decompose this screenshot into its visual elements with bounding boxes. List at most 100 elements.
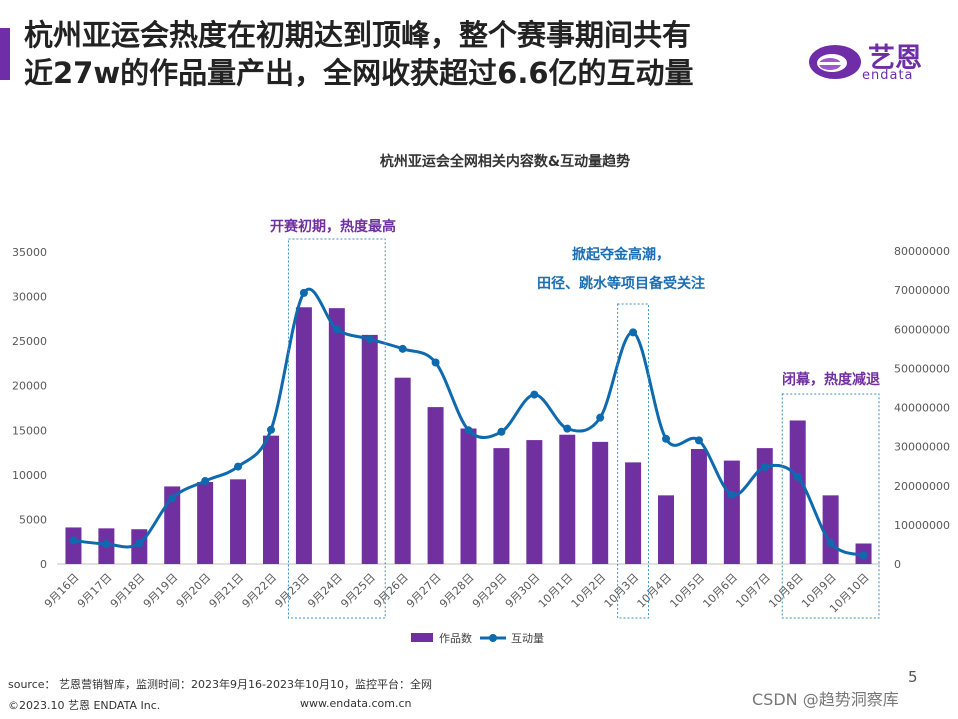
interaction-point-11 [398, 344, 407, 353]
bar-works-6 [230, 479, 247, 564]
interaction-point-17 [596, 413, 605, 422]
legend-label-works: 作品数 [439, 632, 472, 645]
interaction-point-25 [859, 551, 868, 560]
headline-line-1: 杭州亚运会热度在初期达到顶峰，整个赛事期间共有 [24, 18, 692, 52]
x-tick-label: 9月22日 [240, 571, 280, 611]
highlight-box-closing [781, 393, 880, 619]
bar-works-18 [625, 462, 642, 564]
interaction-point-12 [431, 358, 440, 367]
x-tick-label: 9月28日 [437, 571, 477, 611]
y-left-tick-label: 5000 [19, 513, 47, 526]
chart-title: 杭州亚运会全网相关内容数&互动量趋势 [380, 153, 630, 170]
x-tick-label: 9月26日 [371, 571, 411, 611]
x-tick-label: 9月24日 [305, 571, 345, 611]
bar-works-8 [295, 307, 312, 564]
annotation-label: 田径、跳水等项目备受关注 [537, 275, 705, 292]
interaction-point-16 [563, 424, 572, 433]
interaction-point-6 [234, 462, 243, 471]
interaction-point-10 [365, 335, 374, 344]
bar-works-11 [394, 377, 411, 564]
interaction-point-23 [793, 472, 802, 481]
y-right-tick-label: 70000000 [894, 284, 950, 297]
bar-works-10 [361, 334, 378, 564]
y-right-tick-label: 80000000 [894, 245, 950, 258]
x-tick-label: 10月6日 [700, 571, 740, 611]
bar-works-12 [427, 407, 444, 564]
bar-works-22 [756, 448, 773, 564]
legend-swatch-works [411, 633, 433, 642]
x-tick-label: 9月17日 [75, 571, 115, 611]
highlight-box-gold-rush [617, 303, 650, 619]
y-right-tick-label: 60000000 [894, 323, 950, 336]
interaction-point-9 [332, 325, 341, 334]
y-left-tick-label: 35000 [12, 246, 47, 259]
interaction-point-20 [694, 436, 703, 445]
x-tick-label: 9月19日 [141, 571, 181, 611]
y-right-tick-label: 20000000 [894, 480, 950, 493]
annotation-label: 闭幕，热度减退 [782, 371, 880, 388]
x-tick-label: 9月27日 [404, 571, 444, 611]
x-tick-label: 10月4日 [635, 571, 675, 611]
y-right-tick-label: 30000000 [894, 441, 950, 454]
bar-works-9 [328, 308, 345, 564]
bar-works-16 [559, 434, 576, 564]
x-tick-label: 10月3日 [602, 571, 642, 611]
interaction-point-22 [760, 462, 769, 471]
interaction-point-5 [201, 477, 210, 486]
interaction-point-18 [629, 328, 638, 337]
x-tick-label: 10月8日 [766, 571, 806, 611]
x-tick-label: 9月25日 [338, 571, 378, 611]
annotation-label: 开赛初期，热度最高 [270, 218, 396, 235]
interaction-point-2 [102, 540, 111, 549]
legend-marker-line [489, 634, 497, 642]
y-left-tick-label: 0 [40, 558, 47, 571]
watermark: CSDN @趋势洞察库 [752, 690, 899, 709]
website-link[interactable]: www.endata.com.cn [300, 697, 412, 710]
brand-logo: 艺恩 endata [808, 36, 938, 86]
x-tick-label: 10月2日 [569, 571, 609, 611]
x-tick-label: 9月29日 [470, 571, 510, 611]
interaction-point-1 [69, 536, 78, 545]
x-tick-label: 10月7日 [733, 571, 773, 611]
bar-works-4 [164, 486, 181, 564]
y-right-tick-label: 50000000 [894, 362, 950, 375]
legend-label-interaction: 互动量 [511, 632, 544, 645]
x-tick-label: 10月1日 [536, 571, 576, 611]
y-left-tick-label: 20000 [12, 380, 47, 393]
x-tick-label: 9月30日 [503, 571, 543, 611]
bar-works-17 [592, 441, 609, 564]
bar-works-20 [690, 449, 707, 564]
y-left-tick-label: 15000 [12, 424, 47, 437]
bar-works-24 [822, 495, 839, 564]
endata-logo-icon [809, 45, 861, 79]
page-number: 5 [908, 668, 918, 686]
interaction-point-19 [662, 434, 671, 443]
y-right-tick-label: 0 [894, 558, 901, 571]
interaction-point-13 [464, 426, 473, 435]
interaction-point-4 [168, 494, 177, 503]
interaction-point-14 [497, 427, 506, 436]
bar-works-23 [789, 420, 806, 564]
x-tick-label: 9月21日 [207, 571, 247, 611]
y-left-tick-label: 25000 [12, 335, 47, 348]
page-title: 杭州亚运会热度在初期达到顶峰，整个赛事期间共有 近27w的作品量产出，全网收获超… [24, 16, 794, 92]
logo-name-cn: 艺恩 [868, 43, 922, 74]
x-tick-label: 9月23日 [272, 571, 312, 611]
logo-name-en: endata [862, 68, 914, 83]
bar-works-13 [460, 428, 477, 564]
bar-works-15 [526, 440, 543, 564]
x-tick-label: 10月5日 [667, 571, 707, 611]
copyright: ©2023.10 艺恩 ENDATA Inc. [8, 699, 161, 712]
interaction-point-8 [299, 288, 308, 297]
interaction-point-21 [727, 490, 736, 499]
interaction-point-3 [135, 539, 144, 548]
y-right-tick-label: 40000000 [894, 402, 950, 415]
interaction-point-15 [530, 390, 539, 399]
highlight-box-opening [287, 238, 386, 619]
annotation-label: 掀起夺金高潮， [572, 246, 670, 263]
headline-line-2: 近27w的作品量产出，全网收获超过6.6亿的互动量 [24, 56, 694, 90]
x-tick-label: 9月20日 [174, 571, 214, 611]
bar-works-5 [197, 481, 214, 564]
bar-works-19 [658, 495, 675, 564]
